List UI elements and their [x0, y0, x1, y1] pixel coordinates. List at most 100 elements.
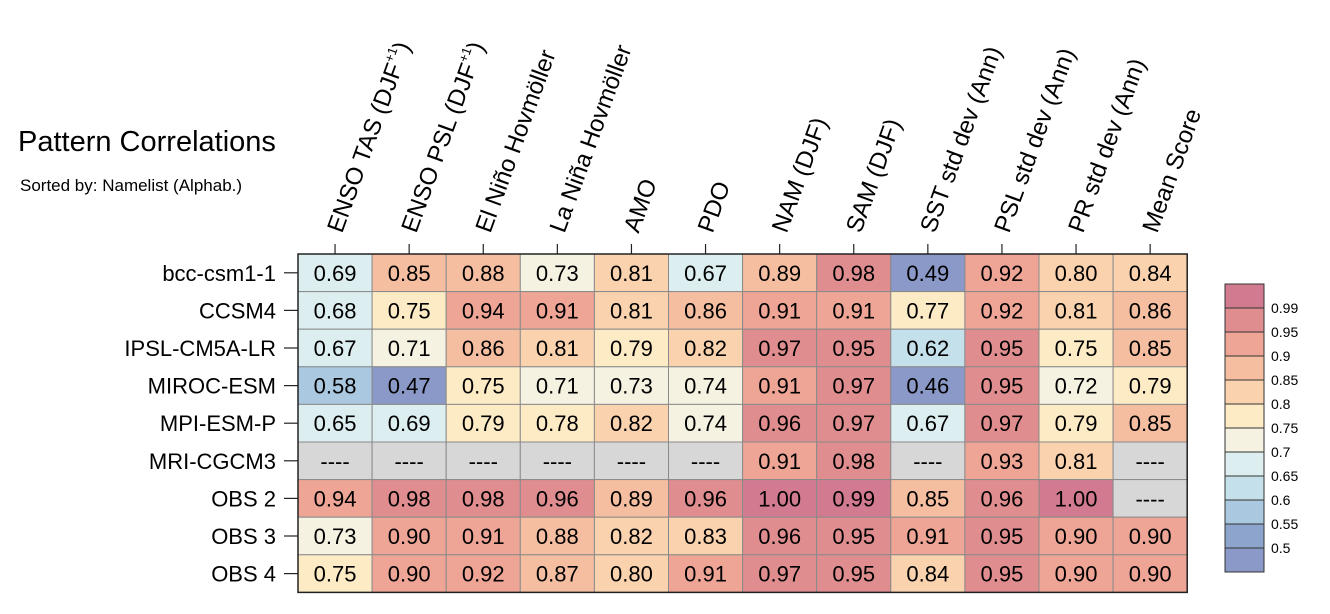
heatmap-cell	[371, 479, 447, 518]
heatmap-cell	[297, 253, 373, 293]
cell-value-label: 0.95	[832, 562, 875, 587]
heatmap-cell	[1112, 441, 1188, 481]
heatmap-cell	[668, 291, 744, 330]
heatmap-cell	[593, 516, 670, 556]
heatmap-cell	[816, 554, 892, 593]
heatmap-cell	[371, 516, 447, 556]
cell-value-label: 0.92	[981, 261, 1024, 286]
heatmap-cell	[519, 516, 595, 556]
heatmap-cell	[1112, 366, 1188, 405]
heatmap-cell	[593, 554, 670, 593]
cell-value-label: 0.86	[684, 298, 727, 323]
colorbar-swatch	[1225, 332, 1264, 356]
cell-value-label: ----	[469, 449, 498, 474]
cell-value-label: 0.82	[610, 524, 653, 549]
heatmap-cell	[1038, 366, 1114, 405]
column-label: PDO	[693, 178, 736, 236]
column-label: AMO	[619, 175, 663, 236]
colorbar-tick-label: 0.55	[1271, 516, 1298, 532]
heatmap-cell	[297, 366, 373, 405]
cell-value-label: ----	[394, 449, 423, 474]
column-label: Mean Score	[1137, 105, 1207, 236]
cell-value-label: 0.91	[832, 298, 875, 323]
row-label: bcc-csm1-1	[162, 261, 276, 286]
cell-value-label: ----	[691, 449, 720, 474]
cell-value-label: 0.81	[536, 336, 579, 361]
heatmap-cell	[964, 516, 1040, 556]
cell-value-label: 0.65	[314, 411, 357, 436]
cell-value-label: 0.81	[1055, 298, 1098, 323]
cell-value-label: 0.85	[1129, 411, 1172, 436]
heatmap-cell	[742, 253, 818, 293]
heatmap-cell	[742, 291, 818, 330]
cell-value-label: 0.58	[314, 374, 357, 399]
column-label: PSL std dev (Ann)	[989, 45, 1081, 236]
heatmap-cell	[519, 441, 595, 481]
column-labels: ENSO TAS (DJF+1)ENSO PSL (DJF+1)El Niño …	[322, 38, 1207, 254]
heatmap-cells: 0.69 0.85 0.88 0.73 0.81 0.67 0.89 0.98 0.49 0.92…	[297, 253, 1188, 594]
colorbar-tick-label: 0.75	[1271, 420, 1298, 436]
cell-value-label: 0.75	[388, 298, 431, 323]
cell-value-label: 0.67	[314, 336, 357, 361]
cell-value-label: 0.98	[832, 449, 875, 474]
cell-value-label: 0.97	[981, 411, 1024, 436]
cell-value-label: 0.88	[462, 261, 505, 286]
heatmap-cell	[742, 328, 818, 368]
row-label: MIROC-ESM	[148, 374, 276, 399]
heatmap-cell	[890, 253, 966, 293]
cell-value-label: 0.95	[981, 562, 1024, 587]
heatmap-cell	[668, 403, 744, 443]
cell-value-label: ----	[617, 449, 646, 474]
cell-value-label: 0.62	[906, 336, 949, 361]
heatmap-cell	[890, 403, 966, 443]
cell-value-label: 0.91	[758, 449, 801, 474]
cell-value-label: 0.97	[758, 562, 801, 587]
cell-value-label: 0.95	[981, 336, 1024, 361]
colorbar-tick-label: 0.6	[1271, 492, 1291, 508]
cell-value-label: 0.81	[610, 298, 653, 323]
heatmap-cell	[890, 441, 966, 481]
cell-value-label: 0.71	[388, 336, 431, 361]
chart-title: Pattern Correlations	[18, 126, 276, 158]
heatmap-cell	[964, 479, 1040, 518]
heatmap-cell	[519, 554, 595, 593]
cell-value-label: 0.95	[832, 524, 875, 549]
cell-value-label: 0.97	[832, 374, 875, 399]
cell-value-label: 0.84	[1129, 261, 1172, 286]
heatmap-cell	[593, 291, 670, 330]
heatmap-cell	[816, 291, 892, 330]
row-label: IPSL-CM5A-LR	[124, 336, 276, 361]
cell-value-label: 0.80	[1055, 261, 1098, 286]
cell-value-label: 0.83	[684, 524, 727, 549]
column-label: PR std dev (Ann)	[1063, 55, 1151, 236]
colorbar-tick-label: 0.7	[1271, 444, 1291, 460]
column-label: El Niño Hovmöller	[471, 46, 562, 236]
cell-value-label: 0.82	[684, 336, 727, 361]
heatmap-cell	[371, 328, 447, 368]
cell-value-label: 0.74	[684, 374, 727, 399]
heatmap-cell	[742, 479, 818, 518]
colorbar-tick-label: 0.8	[1271, 396, 1291, 412]
cell-value-label: 0.92	[981, 298, 1024, 323]
colorbar-swatch	[1225, 380, 1264, 404]
cell-value-label: 0.73	[536, 261, 579, 286]
colorbar-swatch	[1225, 548, 1264, 572]
cell-value-label: 0.85	[388, 261, 431, 286]
row-labels: bcc-csm1-1 CCSM4 IPSL-CM5A-LR MIROC-ESM MPI-…	[124, 261, 298, 587]
heatmap-cell	[964, 253, 1040, 293]
cell-value-label: 0.91	[684, 562, 727, 587]
cell-value-label: 0.79	[610, 336, 653, 361]
heatmap-cell	[816, 516, 892, 556]
cell-value-label: 0.69	[388, 411, 431, 436]
cell-value-label: 0.46	[906, 374, 949, 399]
heatmap-cell	[1038, 403, 1114, 443]
cell-value-label: ----	[543, 449, 572, 474]
colorbar-tick-label: 0.95	[1271, 324, 1298, 340]
colorbar: 0.99 0.95 0.9 0.85 0.8 0.75 0.7 0.65 0.6 0.55 0.5	[1224, 283, 1298, 573]
cell-value-label: 0.81	[1055, 449, 1098, 474]
cell-value-label: 0.98	[832, 261, 875, 286]
cell-value-label: 0.96	[684, 486, 727, 511]
heatmap-cell	[593, 441, 670, 481]
heatmap-cell	[297, 554, 373, 593]
heatmap-cell	[445, 403, 521, 443]
